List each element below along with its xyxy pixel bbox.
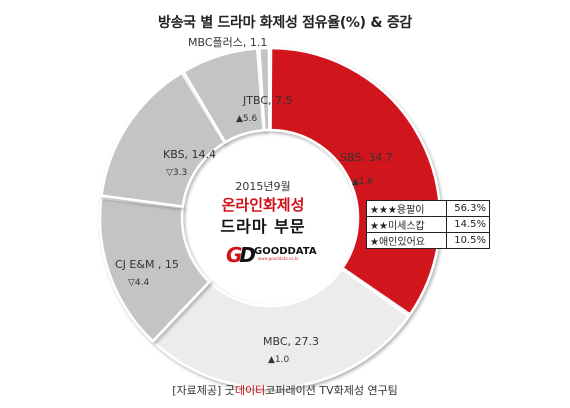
slice-label: KBS, 14.4: [163, 148, 216, 161]
program-title: 애인있어요: [378, 237, 425, 248]
program-share: 10.5%: [446, 232, 490, 249]
source-prefix: [자료제공] 굿: [172, 384, 235, 397]
slice-label: CJ E&M , 15: [115, 258, 179, 271]
slice-mbc: [152, 267, 411, 390]
program-share: 56.3%: [446, 200, 490, 217]
slice-kbs: [100, 71, 226, 208]
slice-change: ▲1.0: [268, 355, 290, 365]
logo-name: GOODDATA: [254, 246, 317, 257]
program-row: ★★미세스캅 14.5%: [366, 216, 490, 233]
source-highlight: 데이터: [234, 384, 266, 397]
logo-url: www.gooddata.co.kr: [258, 256, 299, 261]
gooddata-logo: GD GOODDATA www.gooddata.co.kr: [226, 243, 317, 267]
chart-title: 방송국 별 드라마 화제성 점유율(%) & 증감: [158, 15, 412, 31]
source-suffix: 코퍼레이션 TV화제성 연구팀: [265, 384, 398, 397]
slice-labels: SBS, 34.7 ▲1.6 MBC, 27.3 ▲1.0 CJ E&M , 15 ▽4.…: [115, 36, 393, 365]
program-title: 용팔이: [396, 205, 425, 216]
top-programs-table: ★★★용팔이 56.3% ★★미세스캅 14.5% ★애인있어요 10.5%: [366, 200, 490, 249]
program-title: 미세스캅: [387, 221, 425, 232]
slice-change: ▲5.6: [236, 114, 258, 124]
program-row: ★애인있어요 10.5%: [366, 232, 490, 249]
program-name: ★애인있어요: [366, 232, 447, 249]
program-share: 14.5%: [446, 216, 490, 233]
slice-change: ▽4.4: [128, 278, 150, 288]
program-name: ★★★용팔이: [366, 200, 447, 217]
slice-label: MBC, 27.3: [263, 335, 319, 348]
donut-slices: [98, 46, 442, 390]
slice-mbc플러스: [257, 46, 271, 132]
center-date: 2015년9월: [235, 180, 290, 193]
slice-cj-e-m: [98, 196, 212, 343]
slice-label: MBC플러스, 1.1: [188, 36, 267, 49]
source-credit: [자료제공] 굿데이터코퍼레이션 TV화제성 연구팀: [0, 382, 570, 398]
slice-change: ▽3.3: [166, 168, 187, 178]
logo-mark: GD: [226, 243, 256, 267]
program-row: ★★★용팔이 56.3%: [366, 200, 490, 217]
program-rank-stars: ★★: [370, 221, 388, 232]
program-name: ★★미세스캅: [366, 216, 447, 233]
center-block: 2015년9월 온라인화제성 드라마 부문 GD GOODDATA www.go…: [220, 180, 316, 267]
slice-label: SBS, 34.7: [340, 151, 393, 164]
slice-change: ▲1.6: [352, 177, 374, 187]
slice-jtbc: [181, 47, 265, 144]
program-rank-stars: ★: [370, 237, 379, 248]
program-rank-stars: ★★★: [370, 205, 397, 216]
center-main-title: 온라인화제성: [222, 196, 305, 214]
center-subtitle: 드라마 부문: [220, 217, 305, 236]
slice-label: JTBC, 7.5: [242, 94, 292, 107]
